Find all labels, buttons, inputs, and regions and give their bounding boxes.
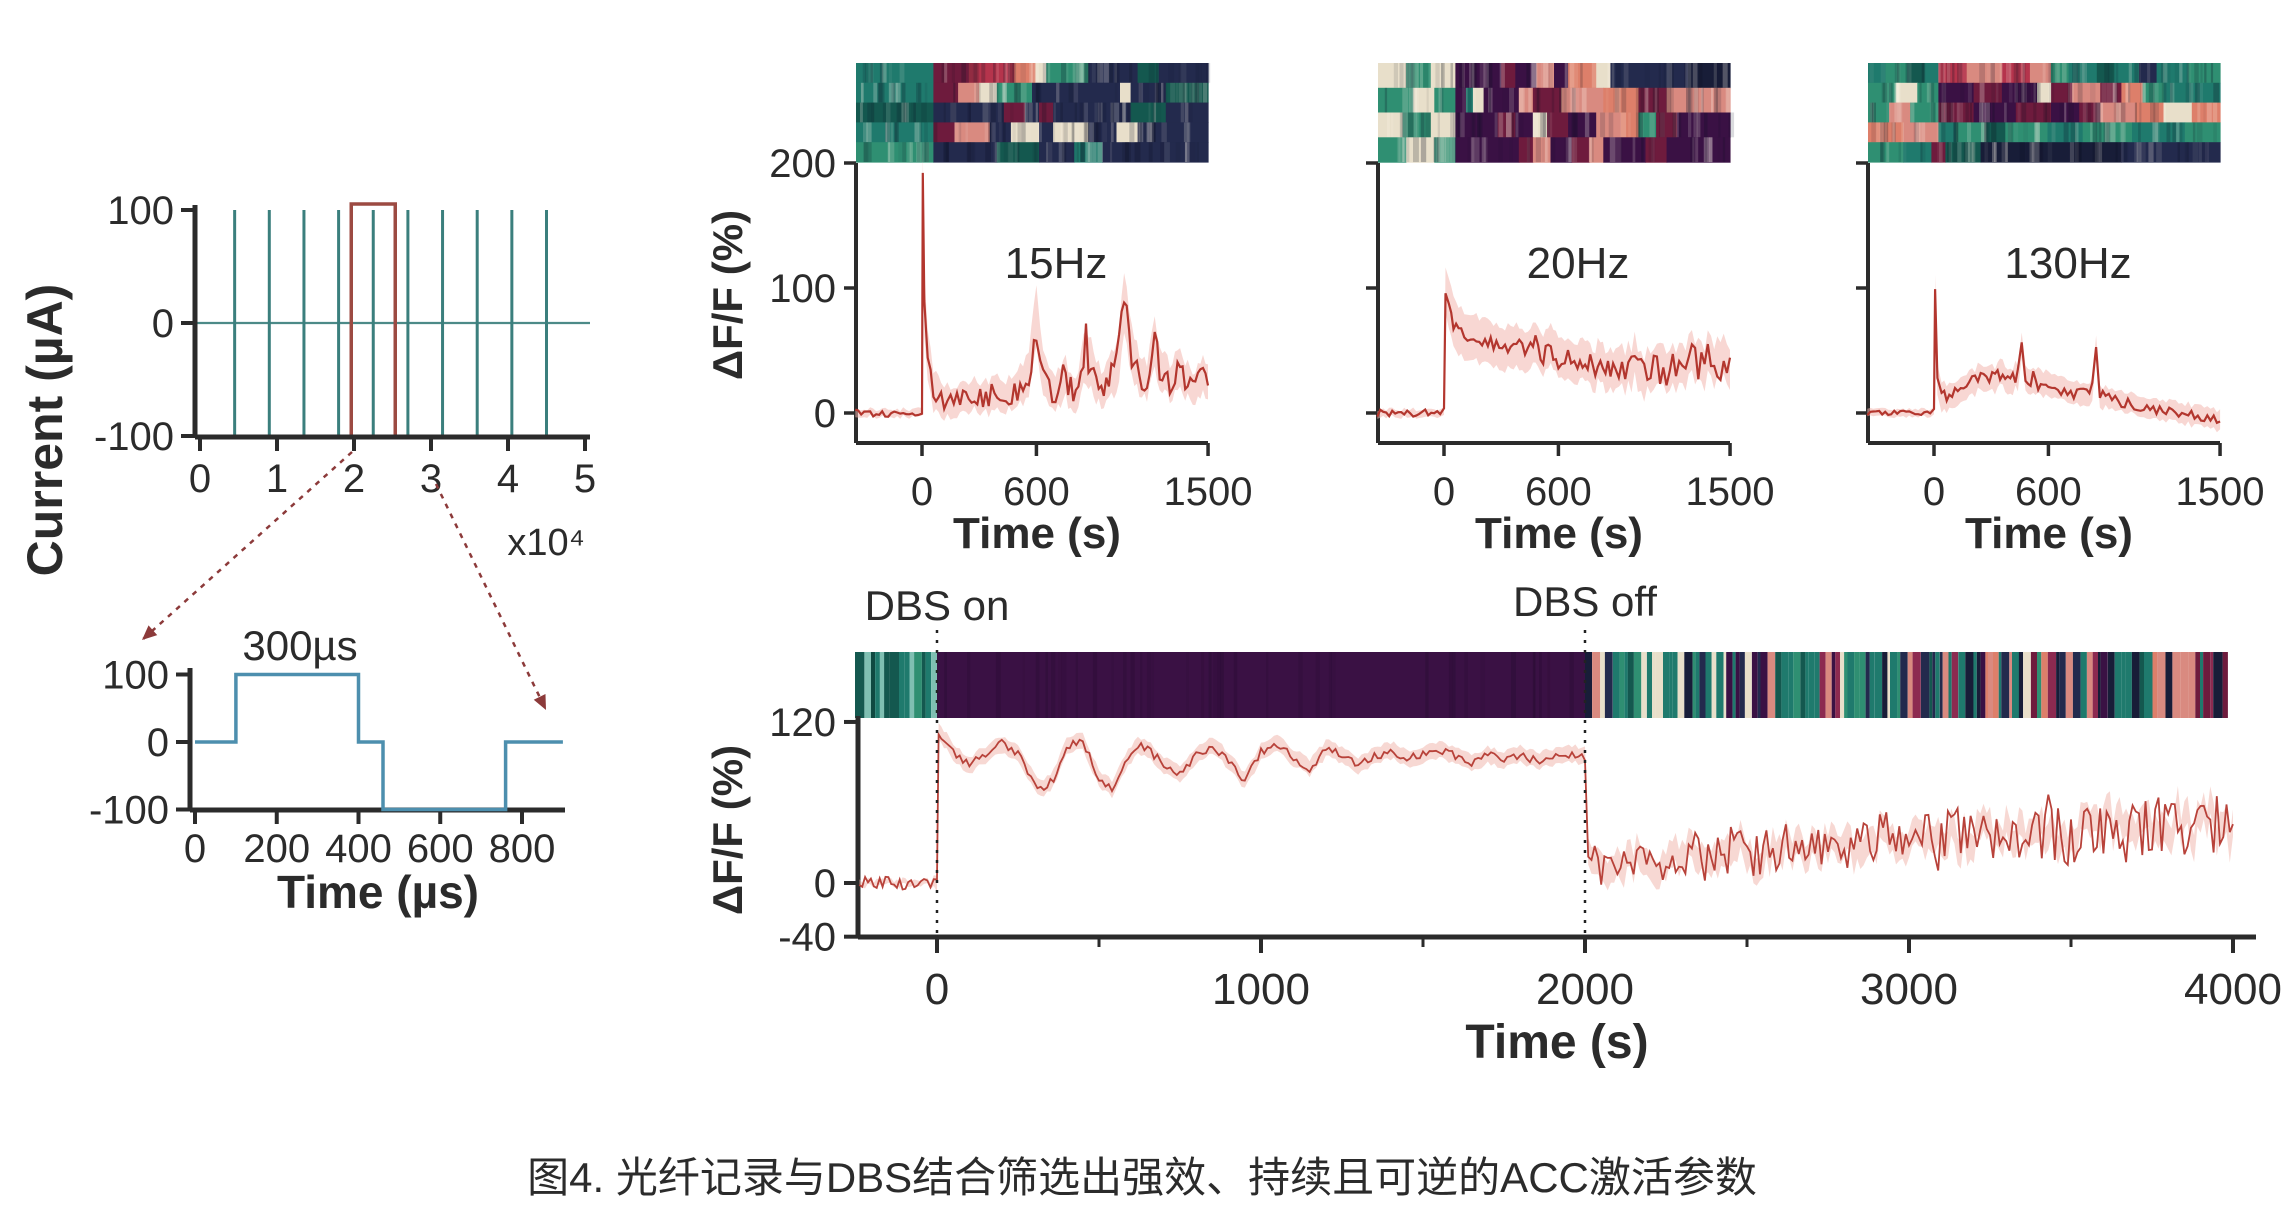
dbs-off-label: DBS off xyxy=(1513,578,1657,625)
heatmap-130hz xyxy=(1868,63,2221,163)
tick-label: 2000 xyxy=(1536,965,1634,1014)
tick-label: 800 xyxy=(489,827,556,871)
time-s-label-bottom: Time (s) xyxy=(1465,1016,1648,1069)
dff-axis-label-bottom: ΔF/F (%) xyxy=(704,745,751,915)
dbs-on-label: DBS on xyxy=(865,582,1010,629)
tick-label: 1000 xyxy=(1212,965,1310,1014)
time-s-label-15hz: Time (s) xyxy=(953,509,1121,558)
tick-label: 0 xyxy=(152,302,174,346)
pulse-width-annotation: 300µs xyxy=(242,622,357,669)
tick-label: 1500 xyxy=(2176,470,2265,514)
trace-20hz xyxy=(1376,267,1732,419)
tick-label: 200 xyxy=(243,827,310,871)
trace-130hz xyxy=(1866,274,2221,433)
tick-label: 600 xyxy=(1525,470,1592,514)
tick-label: 100 xyxy=(107,189,174,233)
tick-label: 600 xyxy=(2015,470,2082,514)
tick-label: 100 xyxy=(769,267,836,311)
time-s-label-20hz: Time (s) xyxy=(1475,509,1643,558)
tick-label: 100 xyxy=(102,654,169,698)
pulse-waveform xyxy=(195,672,563,812)
tick-label: 0 xyxy=(814,392,836,436)
dbs-timecourse-plot: 120 0 -40 0 1000 2000 3000 4000 xyxy=(769,630,2282,1014)
tick-label: 1500 xyxy=(1686,470,1775,514)
tick-label: 0 xyxy=(184,827,206,871)
freq-label-130hz: 130Hz xyxy=(2004,239,2131,288)
tick-label: 4 xyxy=(497,457,519,501)
pulse-train-plot: 100 0 -100 0 1 2 3 4 5 xyxy=(94,189,596,501)
tick-label: 5 xyxy=(574,457,596,501)
tick-label: 600 xyxy=(1003,470,1070,514)
panel-130hz: 0 600 1500 xyxy=(1856,63,2265,514)
zoom-arrows xyxy=(141,451,548,711)
dff-axis-label-top: ΔF/F (%) xyxy=(704,210,751,380)
freq-label-20hz: 20Hz xyxy=(1527,239,1630,288)
tick-label: 3000 xyxy=(1860,965,1958,1014)
tick-label: 0 xyxy=(189,457,211,501)
figure-caption: 图4. 光纤记录与DBS结合筛选出强效、持续且可逆的ACC激活参数 xyxy=(527,1154,1757,1201)
tick-label: -40 xyxy=(778,916,836,960)
tick-label: 3 xyxy=(420,457,442,501)
panel-20hz: 0 600 1500 xyxy=(1366,63,1775,514)
tick-label: 120 xyxy=(769,701,836,745)
freq-label-15hz: 15Hz xyxy=(1005,239,1108,288)
heatmap-dbs-strip xyxy=(855,652,2228,718)
tick-label: 200 xyxy=(769,142,836,186)
panel-15hz: 200 100 0 0 600 1500 xyxy=(769,63,1253,514)
tick-label: 1 xyxy=(266,457,288,501)
time-us-axis-label: Time (µs) xyxy=(277,866,479,918)
current-axis-label: Current (µA) xyxy=(17,284,73,577)
tick-label: 0 xyxy=(925,965,949,1014)
tick-label: -100 xyxy=(89,789,169,833)
tick-label: 0 xyxy=(1433,470,1455,514)
tick-label: 600 xyxy=(407,827,474,871)
tick-label: 4000 xyxy=(2184,965,2282,1014)
tick-label: 0 xyxy=(147,721,169,765)
heatmap-20hz xyxy=(1378,63,1735,163)
tick-label: -100 xyxy=(94,415,174,459)
tick-label: 2 xyxy=(343,457,365,501)
heatmap-15hz xyxy=(856,63,1211,163)
time-s-label-130hz: Time (s) xyxy=(1965,509,2133,558)
tick-label: 0 xyxy=(911,470,933,514)
tick-label: 400 xyxy=(325,827,392,871)
tick-label: 1500 xyxy=(1164,470,1253,514)
trace-dbs xyxy=(858,723,2234,892)
tick-label: 0 xyxy=(814,862,836,906)
single-pulse-plot: 100 0 -100 0 200 400 600 800 xyxy=(89,654,565,871)
trace-15hz xyxy=(854,150,1210,421)
tick-label: 0 xyxy=(1923,470,1945,514)
x10-exponent-label: x10⁴ xyxy=(507,522,585,564)
